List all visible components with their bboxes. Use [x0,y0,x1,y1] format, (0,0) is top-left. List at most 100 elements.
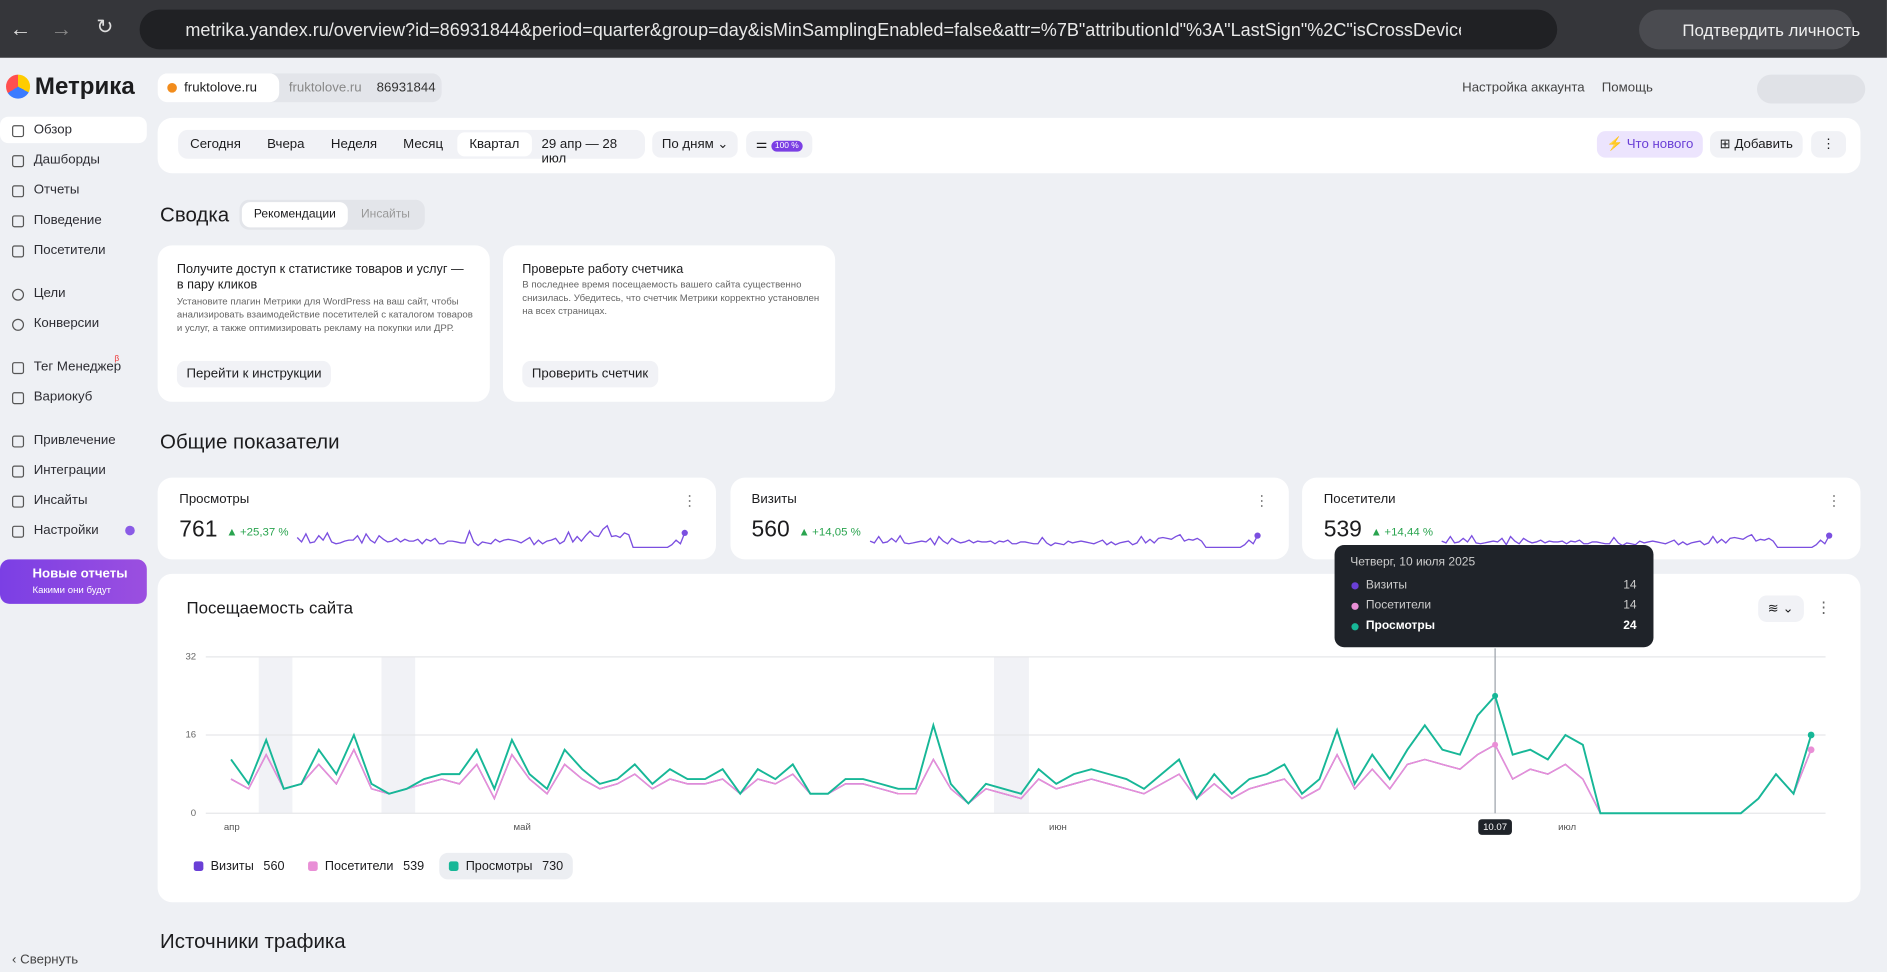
card-title: Проверьте работу счетчика [522,262,684,277]
metric-value: 539 [1323,517,1362,543]
logo-icon [6,74,31,99]
sparkline [296,524,688,549]
promo-title: Новые отчеты [32,566,128,582]
chart-menu[interactable]: ⋮ [1815,597,1832,616]
nav-icon [12,185,25,198]
card-button[interactable]: Проверить счетчик [522,360,658,388]
site-select[interactable]: fruktolove.ru [157,73,280,103]
period-button[interactable]: Неделя [330,137,378,152]
metric-name: Просмотры [179,492,250,507]
change-arrow: ▲ [1370,525,1382,539]
date-marker: 10.07 [1483,822,1507,833]
nav-item[interactable]: Посетители [33,243,106,258]
tooltip-value: 14 [1623,599,1637,613]
add-label: Добавить [1734,137,1793,152]
toolbar: Сегодня Вчера Неделя Месяц Квартал 29 апр — 2… [157,117,1861,174]
site-switcher[interactable]: fruktolove.ru fruktolove.ru 86931844 [157,73,442,103]
user-avatar[interactable] [1756,74,1866,104]
tab[interactable]: Рекомендации [253,208,336,222]
hover-point [1492,741,1499,748]
logo[interactable]: Метрика [34,73,135,100]
legend-item[interactable]: Просмотры 730 [439,852,573,880]
series-line [230,743,1812,814]
tab[interactable]: Инсайты [361,208,410,222]
change-text: +14,05 % [812,525,861,539]
nav-item[interactable]: Дашборды [33,152,100,168]
sparkline-line [1441,533,1830,549]
nav-item[interactable]: Тег Менеджер [33,359,122,375]
legend-label: Посетители [324,858,394,874]
nav-icon [12,362,25,375]
x-tick-label: июн [1049,822,1067,833]
counter-domain: fruktolove.ru [288,80,362,96]
site-name: fruktolove.ru [184,80,257,96]
legend-checkbox [193,861,204,871]
sampling-button[interactable]: ⚌ 100 % [746,131,813,158]
collapse-button[interactable]: ‹ Свернуть [12,952,79,968]
address-bar[interactable]: metrika.yandex.ru/overview?id=86931844&p… [139,9,1558,50]
tooltip-series: Просмотры [1365,619,1436,633]
collapse-label: Свернуть [20,952,79,968]
chart-type-button[interactable]: ≋ ⌄ [1758,595,1804,622]
account-settings-link[interactable]: Настройка аккаунта [1462,80,1585,96]
date-marker-bg [1478,819,1512,835]
grouping-select[interactable]: По дням ⌄ [652,131,739,158]
recommendation-card: Проверьте работу счетчика В последнее вре… [503,245,836,402]
promo-banner[interactable]: Новые отчеты Какими они будут [0,559,147,604]
change-text: +25,37 % [239,525,289,539]
hover-point [1492,692,1499,699]
active-item-bg [0,116,147,144]
back-button[interactable]: ← [9,16,32,41]
nav-item[interactable]: Конверсии [33,316,100,331]
legend-item[interactable]: Визиты 560 [184,853,294,879]
legend-item[interactable]: Посетители 539 [298,853,433,879]
metric-menu[interactable]: ⋮ [1826,492,1842,509]
legend-checkbox [308,861,318,871]
help-link[interactable]: Помощь [1601,80,1653,96]
verify-button[interactable]: Подтвердить личность [1639,9,1860,50]
chart-title: Посещаемость сайта [186,597,354,618]
nav-item[interactable]: Привлечение [33,433,116,448]
legend-checkbox [448,861,459,871]
metric-card: Просмотры ⋮ 761 ▲ +25,37 % [157,477,717,560]
tooltip-series: Посетители [1365,599,1432,613]
nav-item[interactable]: Интеграции [33,463,106,478]
nav-item[interactable]: Вариокуб [33,389,93,405]
metrics-title: Общие показатели [160,430,340,454]
y-tick-label: 32 [185,651,196,662]
promo-subtitle: Какими они будут [32,584,112,596]
nav-item[interactable]: Инсайты [33,493,88,508]
period-button[interactable]: Месяц [403,137,444,152]
nav-item[interactable]: Настройки [33,523,99,538]
period-button[interactable]: Вчера [267,137,305,152]
tooltip-dot [1351,623,1359,631]
metric-menu[interactable]: ⋮ [682,492,697,509]
recommendation-card: Получите доступ к статистике товаров и у… [157,245,490,402]
tooltip-dot [1351,582,1359,590]
tooltip-series: Визиты [1365,578,1408,592]
period-button[interactable]: Сегодня [190,137,241,152]
nav-item[interactable]: Отчеты [33,182,80,198]
metric-menu[interactable]: ⋮ [1254,492,1269,509]
settings-dot [125,525,135,536]
nav-item[interactable]: Обзор [33,122,72,138]
tooltip-value: 24 [1623,619,1637,633]
card-button[interactable]: Перейти к инструкции [176,360,332,388]
more-button[interactable]: ⋮ [1811,131,1847,158]
tooltip: Четверг, 10 июля 2025 Визиты 14 Посетители… [1334,544,1654,648]
whats-new-button[interactable]: ⚡ Что нового [1596,131,1703,158]
nav-icon [12,435,25,448]
card-title: Получите доступ к статистике товаров и у… [176,262,464,293]
reload-button[interactable]: ↻ [96,15,114,39]
metric-card: Визиты ⋮ 560 ▲ +14,05 % [729,477,1289,560]
forward-button[interactable]: → [50,16,73,41]
date-range[interactable]: 29 апр — 28 июл [541,137,618,167]
add-button[interactable]: ⊞ Добавить [1710,131,1803,158]
change-text: +14,44 % [1384,525,1434,539]
period-button[interactable]: Квартал [457,132,532,157]
nav-icon [12,245,25,258]
nav-item[interactable]: Цели [33,286,66,301]
nav-item[interactable]: Поведение [33,212,102,228]
card-text: В последнее время посещаемость вашего са… [522,279,820,317]
metric-change: ▲ +25,37 % [226,526,288,539]
